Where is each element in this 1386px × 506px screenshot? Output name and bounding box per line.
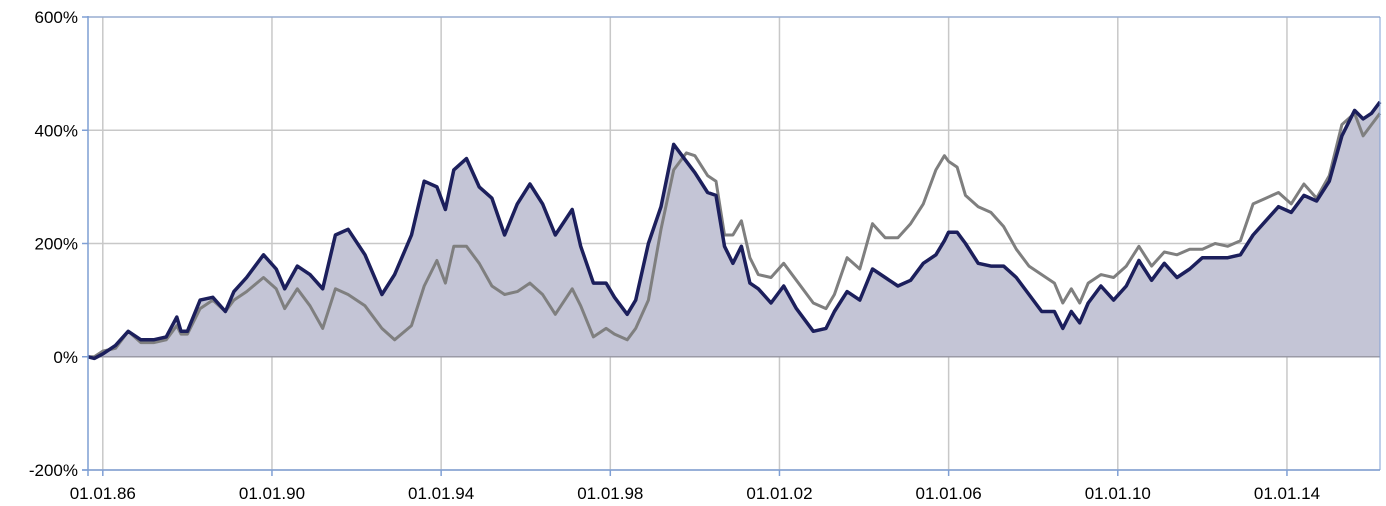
x-tick-label: 01.01.98 bbox=[577, 484, 643, 503]
x-tick-label: 01.01.02 bbox=[746, 484, 812, 503]
y-tick-labels: 600% 400% 200% 0% -200% bbox=[29, 8, 78, 480]
y-tick-label: 200% bbox=[35, 235, 78, 254]
y-tick-label: -200% bbox=[29, 461, 78, 480]
x-tick-label: 01.01.90 bbox=[239, 484, 305, 503]
x-tick-label: 01.01.94 bbox=[408, 484, 474, 503]
x-tick-label: 01.01.86 bbox=[70, 484, 136, 503]
y-tick-label: 0% bbox=[53, 348, 78, 367]
x-tick-label: 01.01.06 bbox=[916, 484, 982, 503]
x-tick-label: 01.01.10 bbox=[1085, 484, 1151, 503]
y-tick-label: 400% bbox=[35, 121, 78, 140]
axes bbox=[82, 16, 1381, 476]
benchmark-line bbox=[88, 111, 1382, 359]
fund-line bbox=[87, 100, 1382, 361]
fund-area bbox=[88, 101, 1380, 359]
x-tick-label: 01.01.14 bbox=[1254, 484, 1320, 503]
y-tick-label: 600% bbox=[35, 8, 78, 27]
gridlines bbox=[88, 16, 1380, 471]
x-tick-labels: 01.01.86 01.01.90 01.01.94 01.01.98 01.01.02… bbox=[70, 484, 1320, 503]
